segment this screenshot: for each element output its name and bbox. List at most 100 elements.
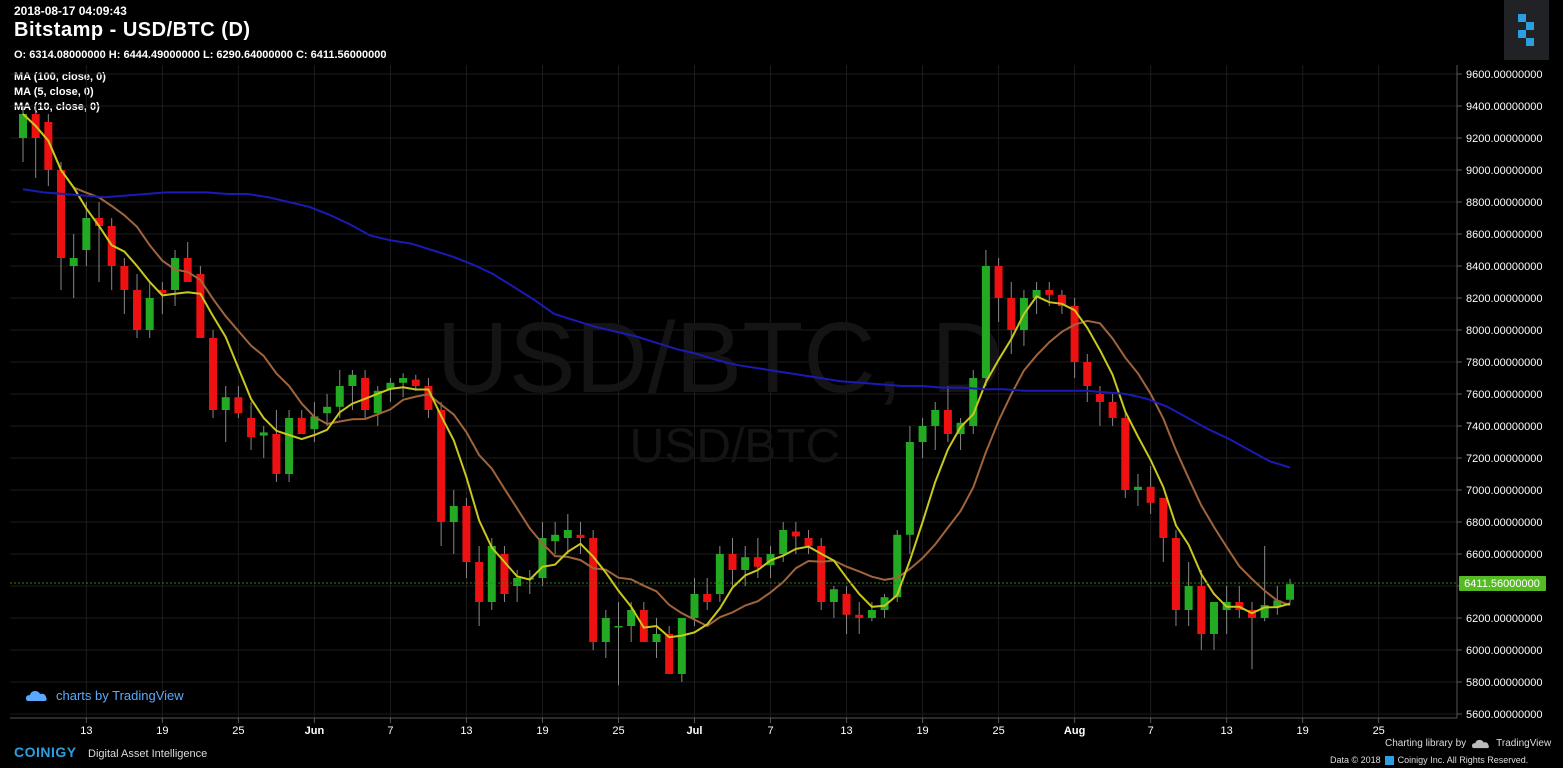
candle-body <box>487 546 496 602</box>
y-tick-label: 7600.00000000 <box>1466 389 1542 401</box>
candle <box>753 538 762 578</box>
candle <box>1235 586 1244 618</box>
candle <box>525 570 534 594</box>
candle-body <box>1032 290 1041 298</box>
candle-body <box>44 122 53 170</box>
candle <box>614 602 623 686</box>
candle-body <box>1184 586 1193 610</box>
candle <box>893 530 902 602</box>
candle-body <box>411 379 420 386</box>
candle <box>563 514 572 554</box>
candle <box>297 410 306 434</box>
tradingview-text[interactable]: TradingView <box>1496 738 1552 749</box>
candle <box>487 538 496 610</box>
candle <box>994 258 1003 322</box>
candle <box>475 546 484 626</box>
candle-body <box>1007 298 1016 330</box>
ohlc-readout: O: 6314.08000000 H: 6444.49000000 L: 629… <box>14 49 387 61</box>
candle-body <box>221 397 230 410</box>
candle <box>285 410 294 482</box>
y-tick-label: 5600.00000000 <box>1466 709 1542 721</box>
candle <box>449 490 458 554</box>
candle-body <box>449 506 458 522</box>
candle-body <box>209 338 218 410</box>
x-tick-label: 19 <box>536 725 548 737</box>
candle-body <box>703 594 712 602</box>
y-tick-label: 6200.00000000 <box>1466 613 1542 625</box>
candle <box>1209 602 1218 650</box>
coinigy-logo-icon[interactable] <box>1504 0 1549 60</box>
candle-body <box>69 258 78 266</box>
chart-title: Bitstamp - USD/BTC (D) <box>14 19 251 41</box>
tradingview-credit-text[interactable]: charts by TradingView <box>56 688 184 703</box>
candle <box>1057 290 1066 314</box>
candle <box>690 578 699 626</box>
y-tick-label: 7400.00000000 <box>1466 421 1542 433</box>
candle-body <box>677 618 686 674</box>
candle <box>95 202 104 282</box>
candle <box>57 162 66 290</box>
candle <box>158 282 167 314</box>
y-tick-label: 8000.00000000 <box>1466 325 1542 337</box>
candle-body <box>272 434 281 474</box>
ma-5-legend[interactable]: MA (5, close, 0) <box>14 86 94 98</box>
x-tick-label: 25 <box>992 725 1004 737</box>
candle-body <box>475 562 484 602</box>
candle-body <box>323 406 332 414</box>
candle-body <box>969 378 978 426</box>
candle-body <box>1273 600 1282 607</box>
candle-body <box>247 418 256 438</box>
coinigy-tagline: Digital Asset Intelligence <box>88 748 208 760</box>
x-tick-label: 13 <box>840 725 852 737</box>
candle-body <box>57 170 66 258</box>
candle <box>209 330 218 418</box>
candle <box>437 402 446 546</box>
candle-body <box>880 597 889 610</box>
time-axis: 13 19 25 Jun 7 13 19 25 Jul 7 13 19 25 Aug 7 13 19 25 <box>80 718 1385 737</box>
watermark-sub: USD/BTC <box>630 420 841 473</box>
candle <box>1184 562 1193 626</box>
candle <box>183 242 192 282</box>
candle-body <box>931 410 940 426</box>
candle-body <box>348 374 357 386</box>
candle-body <box>601 618 610 642</box>
candle-body <box>95 218 104 226</box>
moving-averages <box>22 113 1291 639</box>
candle <box>804 530 813 554</box>
tradingview-credit[interactable]: charts by TradingView <box>26 688 184 703</box>
coinigy-brand[interactable]: COINIGY <box>14 744 77 760</box>
candle <box>817 538 826 610</box>
candle-body <box>234 397 243 414</box>
charting-library-credit[interactable]: Charting library by TradingView <box>1385 738 1551 749</box>
candle <box>728 538 737 586</box>
candle-body <box>310 416 319 430</box>
y-tick-label: 5800.00000000 <box>1466 677 1542 689</box>
candle <box>1146 466 1155 514</box>
candle <box>1121 410 1130 498</box>
candle-body <box>196 274 205 338</box>
coinigy-small-icon <box>1384 755 1394 765</box>
y-tick-label: 6000.00000000 <box>1466 645 1542 657</box>
tradingview-cloud-icon <box>26 690 47 701</box>
candle-body <box>386 382 395 390</box>
ma-100-line <box>22 188 1291 469</box>
copyright-left: Data © 2018 <box>1330 755 1381 765</box>
x-tick-label: 13 <box>80 725 92 737</box>
candle-body <box>779 530 788 554</box>
candle-body <box>829 589 838 602</box>
candle-body <box>943 410 952 434</box>
candle-body <box>652 634 661 642</box>
candle <box>82 202 91 266</box>
candle-body <box>728 554 737 570</box>
candle <box>1222 586 1231 634</box>
candle-body <box>817 546 826 602</box>
ma-10-line <box>22 113 1291 628</box>
candle <box>627 602 636 642</box>
candle-body <box>133 290 142 330</box>
candle-body <box>19 114 27 138</box>
x-tick-label: 7 <box>387 725 393 737</box>
candle-body <box>994 266 1003 298</box>
candle <box>272 410 281 482</box>
candle-body <box>1171 538 1180 610</box>
